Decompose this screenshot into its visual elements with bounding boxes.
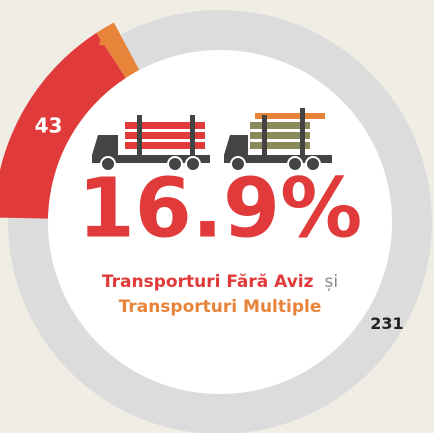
caption-part: Transporturi Multiple <box>119 297 322 317</box>
value-label: 4 <box>99 29 113 53</box>
caption-part: și <box>324 272 338 292</box>
donut-segment <box>96 22 140 79</box>
donut-segment <box>0 32 126 219</box>
center-label: 16.9% <box>78 161 362 256</box>
value-label: 231 <box>370 314 403 333</box>
truck-icon-red <box>92 115 210 172</box>
caption-line-2: Transporturi Multiple <box>119 297 322 317</box>
caption-part: Transporturi Fără Aviz <box>102 272 314 292</box>
truck-icon-multiple <box>224 108 332 172</box>
caption-line-1: Transporturi Fără Aviz și <box>102 272 338 292</box>
value-label: 43 <box>35 114 63 138</box>
